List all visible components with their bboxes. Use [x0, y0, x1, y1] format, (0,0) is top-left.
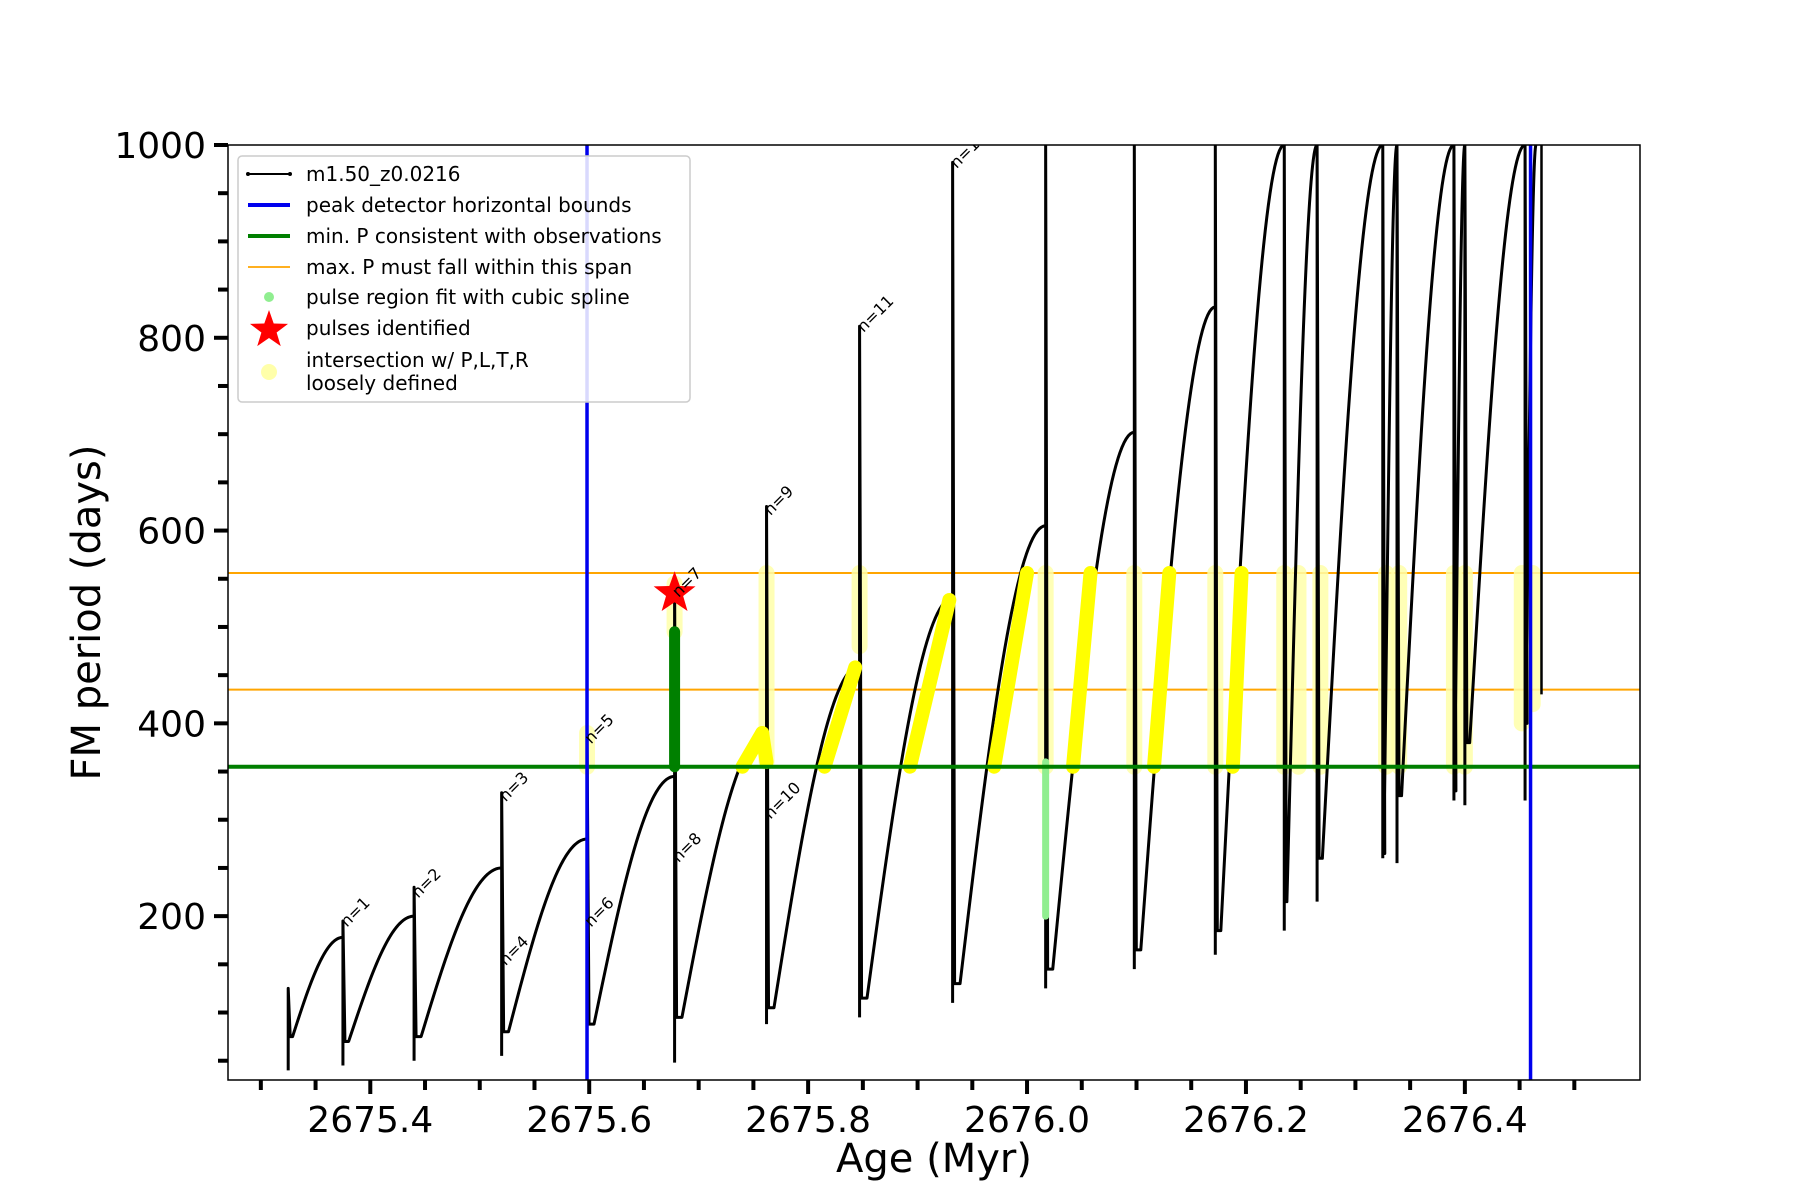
intersection-segment	[1147, 565, 1177, 774]
legend-box	[237, 155, 691, 403]
legend-label-line2: loosely defined	[306, 371, 458, 395]
x-tick-label: 2676.2	[1183, 1100, 1309, 1141]
y-tick-label: 600	[137, 512, 206, 553]
plot-data-layer: n=1n=2n=3n=4n=5n=6n=7n=8n=9n=10n=11n=12	[228, 127, 1640, 1080]
track-cycle-line	[585, 731, 675, 1052]
intersection-segment	[817, 660, 863, 774]
x-tick-label: 2675.8	[745, 1100, 871, 1141]
y-tick-label: 1000	[114, 126, 206, 167]
track-cycle-line	[341, 914, 415, 1066]
legend-handle-star	[249, 310, 289, 347]
legend-label: m1.50_z0.0216	[306, 162, 461, 186]
track-cycle-line	[1282, 145, 1319, 931]
axes-layer: 2675.4 2675.6 2675.8 2676.0 2676.2 2676.4 200 4…	[114, 126, 1577, 1141]
intersection-segment	[987, 565, 1035, 774]
legend-label: max. P must fall within this span	[306, 255, 632, 279]
track-cycle-line	[1463, 145, 1526, 806]
y-tick-label: 800	[137, 319, 206, 360]
track-cycle-line	[951, 160, 1046, 1003]
track-cycle-line	[500, 791, 588, 1056]
legend-label: peak detector horizontal bounds	[306, 193, 632, 217]
legend-label: intersection w/ P,L,T,R	[306, 348, 529, 372]
legend-handle-faintdot	[261, 364, 277, 380]
track-cycle-line	[765, 504, 860, 1025]
plot-frame	[227, 144, 1641, 1081]
y-tick-label: 200	[137, 897, 206, 938]
track-cycle-line	[412, 866, 502, 1061]
track-cycle-line	[858, 324, 953, 1018]
track-cycle-line	[1395, 145, 1455, 864]
pulse-identified-star	[653, 571, 696, 612]
intersection-segment	[1225, 565, 1249, 774]
intersection-segment	[755, 725, 774, 769]
y-axis-title: FM period (days)	[64, 445, 110, 781]
track-cycle-line	[1315, 145, 1384, 902]
x-tick-label: 2675.6	[526, 1100, 652, 1141]
legend-label: pulse region fit with cubic spline	[306, 285, 630, 309]
x-tick-label: 2675.4	[307, 1100, 433, 1141]
track-cycle-line	[1213, 145, 1285, 955]
track-cycle-line	[1452, 145, 1467, 801]
track-cycle-line	[1381, 145, 1399, 859]
legend-label: pulses identified	[306, 316, 471, 340]
x-tick-label: 2676.4	[1402, 1100, 1528, 1141]
y-tick-label: 400	[137, 704, 206, 745]
x-tick-label: 2676.0	[964, 1100, 1090, 1141]
legend-handle-marker	[288, 172, 292, 176]
track-cycle-line	[286, 935, 344, 1071]
legend-handle-marker	[246, 172, 250, 176]
track-cycle-line	[1132, 145, 1216, 970]
pulse-label: n=12	[946, 127, 990, 171]
legend-handle-dot	[264, 292, 274, 302]
track-cycle-line	[673, 582, 767, 1063]
pulse-label: n=11	[853, 291, 897, 335]
x-axis-title: Age (Myr)	[836, 1136, 1032, 1182]
intersection-segment	[1066, 565, 1098, 774]
intersection-segment	[902, 592, 957, 774]
legend-label: min. P consistent with observations	[306, 224, 662, 248]
